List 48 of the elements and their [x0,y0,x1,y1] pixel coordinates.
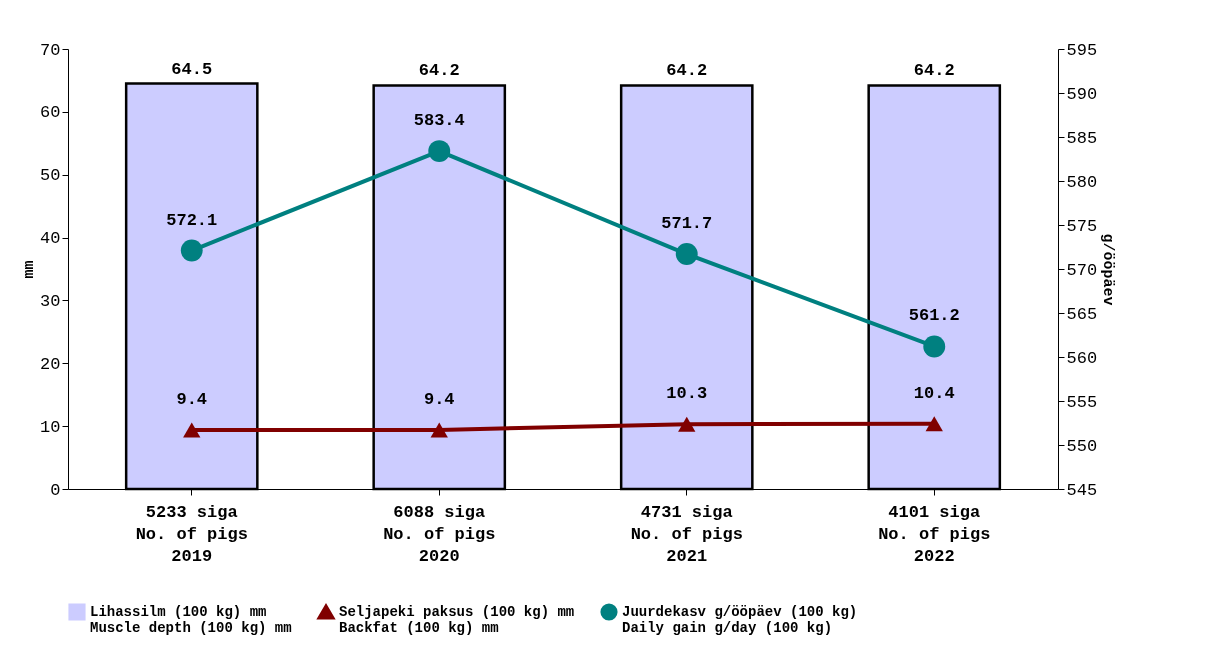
point [430,422,448,438]
x-tick-label: 4731 siga No. of pigs 2021 [630,502,743,566]
y2-tick-label: 550 [1066,436,1098,456]
y-tick-label: 10 [40,417,61,437]
data-label: 64.2 [913,61,955,81]
y-axis-title: mm [21,260,39,279]
data-label: 64.2 [666,61,708,81]
y2-tick-label: 590 [1066,84,1098,104]
y2-tick-label: 580 [1066,172,1098,192]
data-label: 64.5 [171,59,213,79]
x-tick-label: 5233 siga No. of pigs 2019 [135,502,248,566]
y2-tick-label: 595 [1066,40,1098,60]
point [923,335,946,358]
x-tick-label: 4101 siga No. of pigs 2022 [878,502,991,566]
y2-tick-label: 570 [1066,260,1098,280]
point [180,239,203,262]
point [183,422,201,438]
y-tick-label: 20 [40,354,61,374]
point [678,416,696,432]
point [925,416,943,432]
point [428,140,451,163]
y-tick-label: 30 [40,291,61,311]
data-label: 10.3 [666,384,708,404]
data-label: 583.4 [413,111,465,131]
data-label: 561.2 [908,306,960,326]
data-label: 64.2 [418,61,460,81]
y-tick-label: 60 [40,103,61,123]
legend-label: Seljapeki paksus (100 kg) mm Backfat (100 kg) mm [339,604,575,636]
data-label: 10.4 [913,383,955,403]
data-label: 571.7 [661,214,713,234]
y-tick-label: 50 [40,166,61,186]
y-tick-label: 70 [40,40,61,60]
y2-axis-title: g/ööpäev [1099,233,1117,306]
legend-label: Juurdekasv g/ööpäev (100 kg) Daily gain g/day (100 kg) [622,604,858,636]
x-tick-label: 6088 siga No. of pigs 2020 [383,502,496,566]
y-tick-label: 40 [40,229,61,249]
data-label: 9.4 [423,389,455,409]
data-label: 9.4 [176,389,208,409]
y2-tick-label: 545 [1066,480,1098,500]
y2-tick-label: 560 [1066,348,1098,368]
y2-tick-label: 585 [1066,128,1098,148]
y-tick-label: 0 [50,480,61,500]
legend-label: Lihassilm (100 kg) mm Muscle depth (100 kg) mm [90,604,292,636]
data-label: 572.1 [166,210,218,230]
y2-tick-label: 565 [1066,304,1098,324]
point [675,243,698,265]
y2-tick-label: 555 [1066,392,1098,412]
y2-tick-label: 575 [1066,216,1098,236]
